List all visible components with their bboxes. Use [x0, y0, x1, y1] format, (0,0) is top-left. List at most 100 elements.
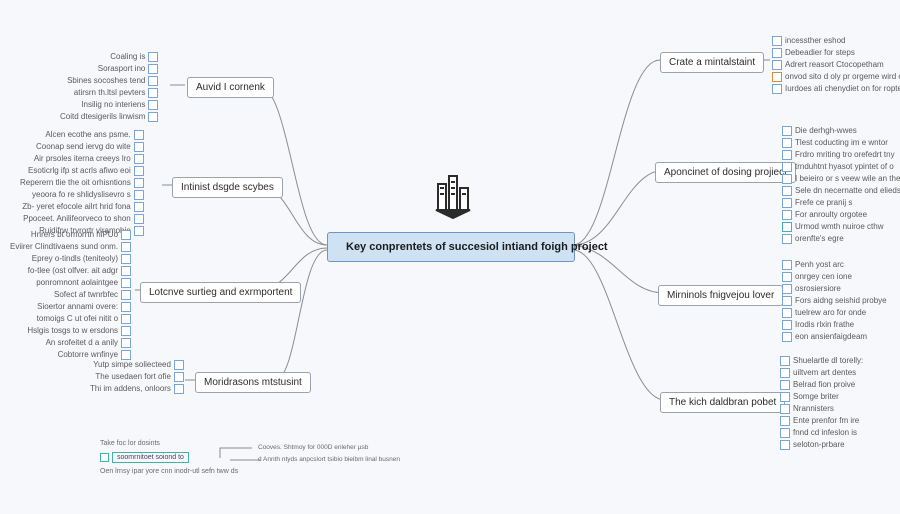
leaf-item[interactable]: Sele dn necernatte ond elieds [782, 186, 900, 196]
leaf-item[interactable]: incessther eshod [772, 36, 900, 46]
leaf-item[interactable]: onrgey cen ione [782, 272, 887, 282]
checkbox-icon[interactable] [782, 210, 792, 220]
checkbox-icon[interactable] [134, 226, 144, 236]
leaf-item[interactable]: Hnrers bt ornorrtn hiPUo [31, 230, 131, 240]
checkbox-icon[interactable] [772, 84, 782, 94]
leaf-item[interactable]: Coonap send iervg do wite [36, 142, 144, 152]
checkbox-icon[interactable] [148, 64, 158, 74]
checkbox-icon[interactable] [780, 440, 790, 450]
leaf-item[interactable]: I beieiro or s veew wile an the [782, 174, 900, 184]
leaf-item[interactable]: Adrert reasort Ctocopetham [772, 60, 900, 70]
checkbox-icon[interactable] [134, 166, 144, 176]
leaf-item[interactable]: fnnd cd infeslon is [780, 428, 863, 438]
leaf-item[interactable]: trnduhtnt hyasot ypintet of o [782, 162, 900, 172]
leaf-item[interactable]: Thi im addens, onloors [90, 384, 184, 394]
checkbox-icon[interactable] [148, 52, 158, 62]
branch-r1[interactable]: Crate a mintalstaint [660, 52, 764, 73]
checkbox-icon[interactable] [121, 338, 131, 348]
leaf-item[interactable]: tomoigs C ut ofei nitit o [37, 314, 131, 324]
checkbox-icon[interactable] [174, 360, 184, 370]
checkbox-icon[interactable] [134, 142, 144, 152]
leaf-item[interactable]: Yutp simpe soliecteed [93, 360, 184, 370]
checkbox-icon[interactable] [121, 326, 131, 336]
checkbox-icon[interactable] [780, 404, 790, 414]
leaf-item[interactable]: The usedaen fort ofie [95, 372, 184, 382]
checkbox-icon[interactable] [134, 178, 144, 188]
checkbox-icon[interactable] [121, 266, 131, 276]
leaf-item[interactable]: Sorasport ino [98, 64, 159, 74]
leaf-item[interactable]: Penh yost arc [782, 260, 887, 270]
leaf-item[interactable]: Iurdoes ati chenydiet on for roptet [772, 84, 900, 94]
checkbox-icon[interactable] [148, 88, 158, 98]
leaf-item[interactable]: Coaling is [110, 52, 158, 62]
checkbox-icon[interactable] [782, 260, 792, 270]
checkbox-icon[interactable] [780, 380, 790, 390]
footer-line2[interactable]: soomrnitoet soiond to [100, 452, 189, 463]
checkbox-icon[interactable] [134, 190, 144, 200]
leaf-item[interactable]: Die derhgh-wwes [782, 126, 900, 136]
leaf-item[interactable]: Zb- yeret efocole ailrt hrid fona [22, 202, 144, 212]
checkbox-icon[interactable] [121, 278, 131, 288]
checkbox-icon[interactable] [780, 392, 790, 402]
center-node[interactable]: Key conprentets of succesiol intiand foi… [327, 232, 575, 262]
checkbox-icon[interactable] [782, 198, 792, 208]
leaf-item[interactable]: Fors aidng seishid probye [782, 296, 887, 306]
branch-r3[interactable]: Mirninols fnigvejou lover [658, 285, 783, 306]
leaf-item[interactable]: Debeadier for steps [772, 48, 900, 58]
leaf-item[interactable]: Irodis rlxin frathe [782, 320, 887, 330]
leaf-item[interactable]: Eviirer Clindtivaens sund onm. [10, 242, 131, 252]
leaf-item[interactable]: Belrad fion proive [780, 380, 863, 390]
checkbox-icon[interactable] [121, 242, 131, 252]
leaf-item[interactable]: eon ansienfaigdeam [782, 332, 887, 342]
leaf-item[interactable]: Frefe ce pranij s [782, 198, 900, 208]
checkbox-icon[interactable] [134, 154, 144, 164]
branch-l4[interactable]: Moridrasons mtstusint [195, 372, 311, 393]
checkbox-icon[interactable] [782, 296, 792, 306]
leaf-item[interactable]: Eprey o-tindls (teniteoly) [32, 254, 131, 264]
leaf-item[interactable]: Esoticrlg ifp st acrls afiwo eoi [28, 166, 144, 176]
checkbox-icon[interactable] [121, 314, 131, 324]
checkbox-icon[interactable] [782, 150, 792, 160]
checkbox-icon[interactable] [782, 138, 792, 148]
checkbox-icon[interactable] [772, 72, 782, 82]
leaf-item[interactable]: Frdro mriting tro orefedrt tny [782, 150, 900, 160]
leaf-item[interactable]: Air prsoles iterna creeys lro [34, 154, 144, 164]
checkbox-icon[interactable] [782, 284, 792, 294]
checkbox-icon[interactable] [121, 302, 131, 312]
branch-r2[interactable]: Aponcinet of dosing projiect [655, 162, 796, 183]
leaf-item[interactable]: Sbines socoshes tend [67, 76, 158, 86]
checkbox-icon[interactable] [782, 272, 792, 282]
checkbox-icon[interactable] [780, 356, 790, 366]
checkbox-icon[interactable] [780, 428, 790, 438]
checkbox-icon[interactable] [780, 368, 790, 378]
checkbox-icon[interactable] [148, 100, 158, 110]
branch-l1[interactable]: Auvid I cornenk [187, 77, 274, 98]
leaf-item[interactable]: Sofect af twnrbfec [54, 290, 131, 300]
checkbox-icon[interactable] [121, 290, 131, 300]
checkbox-icon[interactable] [780, 416, 790, 426]
leaf-item[interactable]: For anroulty orgotee [782, 210, 900, 220]
checkbox-icon[interactable] [772, 48, 782, 58]
leaf-item[interactable]: Shuelartle dl torelly: [780, 356, 863, 366]
checkbox-icon[interactable] [134, 214, 144, 224]
checkbox-icon[interactable] [148, 112, 158, 122]
checkbox-icon[interactable] [174, 372, 184, 382]
checkbox-icon[interactable] [782, 186, 792, 196]
leaf-item[interactable]: Tlest coducting im e wntor [782, 138, 900, 148]
leaf-item[interactable]: yeoora fo re shlidyslisevro s [32, 190, 144, 200]
leaf-item[interactable]: orenfte's egre [782, 234, 900, 244]
leaf-item[interactable]: Urmod wmth nuiroe cthw [782, 222, 900, 232]
leaf-item[interactable]: seloton-prbare [780, 440, 863, 450]
leaf-item[interactable]: Sioertor annami overe: [37, 302, 131, 312]
leaf-item[interactable]: Coitd dtesigerils linwism [60, 112, 158, 122]
checkbox-icon[interactable] [174, 384, 184, 394]
leaf-item[interactable]: Somge briter [780, 392, 863, 402]
checkbox-icon[interactable] [782, 234, 792, 244]
branch-r4[interactable]: The kich daldbran pobet [660, 392, 785, 413]
checkbox-icon[interactable] [782, 320, 792, 330]
checkbox-icon[interactable] [121, 254, 131, 264]
leaf-item[interactable]: Ppoceet. Anilifeorveco to shon [23, 214, 144, 224]
leaf-item[interactable]: atirsrn th.ltsl pevters [74, 88, 159, 98]
branch-l2[interactable]: Intinist dsgde scybes [172, 177, 283, 198]
checkbox-icon[interactable] [782, 308, 792, 318]
